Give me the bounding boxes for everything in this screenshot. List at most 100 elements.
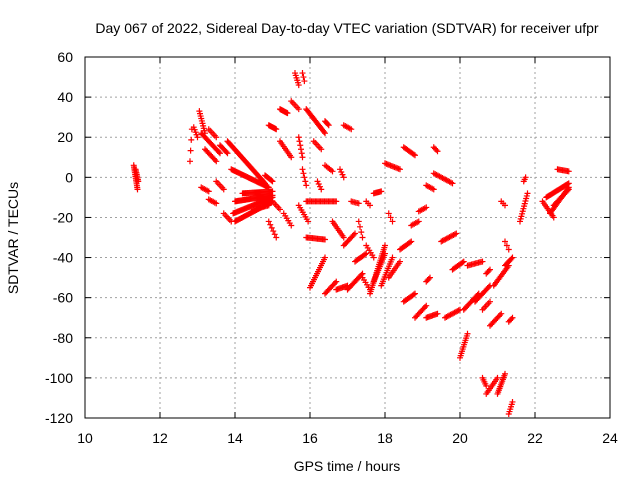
data-point (362, 251, 368, 258)
data-point (387, 214, 394, 221)
data-point (455, 307, 462, 314)
data-point (333, 278, 340, 285)
data-point (415, 218, 422, 225)
data-point (397, 258, 403, 265)
data-point (213, 158, 220, 165)
data-point (502, 202, 508, 209)
data-point (213, 134, 220, 141)
y-tick-label: -120 (45, 410, 73, 426)
y-tick-label: 60 (57, 49, 73, 65)
data-point (423, 302, 430, 309)
data-point (205, 188, 212, 195)
y-tick-label: 20 (57, 129, 73, 145)
data-point (451, 231, 458, 238)
data-point (340, 234, 347, 241)
data-point (407, 239, 413, 246)
data-point (389, 254, 396, 261)
data-point (410, 151, 417, 158)
data-point (389, 218, 396, 225)
x-tick-label: 24 (602, 430, 618, 446)
x-tick-labels: 10 12 14 16 18 20 22 24 (77, 430, 618, 446)
data-point (223, 149, 230, 156)
data-point (297, 142, 304, 149)
data-point (363, 250, 370, 257)
data-point (382, 242, 388, 249)
data-point (324, 121, 331, 128)
data-point (220, 186, 227, 193)
data-point (337, 166, 343, 173)
x-tick-label: 10 (77, 430, 93, 446)
data-point (329, 168, 336, 175)
data-point (434, 148, 441, 155)
data-point (299, 70, 306, 77)
x-tick-label: 20 (452, 430, 468, 446)
data-point (427, 274, 433, 281)
data-point (459, 259, 466, 266)
data-point (422, 304, 428, 311)
data-point (382, 250, 388, 257)
y-tick-label: -40 (53, 250, 73, 266)
data-point (397, 166, 403, 173)
data-point (212, 156, 218, 163)
data-point (503, 242, 510, 249)
data-point (295, 106, 302, 113)
data-point (224, 150, 231, 157)
x-tick-label: 16 (302, 430, 318, 446)
x-tick-label: 14 (227, 430, 243, 446)
data-point (135, 178, 142, 185)
data-point (434, 310, 441, 317)
data-point (350, 231, 357, 238)
data-point (268, 177, 275, 184)
data-point (318, 186, 325, 193)
data-point (453, 230, 460, 237)
data-point (430, 186, 437, 193)
data-point (498, 310, 505, 317)
data-point (550, 214, 557, 221)
data-point (284, 110, 291, 117)
x-tick-label: 18 (377, 430, 393, 446)
grid-lines (85, 57, 610, 418)
data-point (295, 134, 302, 141)
data-point (187, 158, 193, 165)
data-point (412, 290, 418, 297)
data-point (277, 206, 283, 213)
data-point (265, 202, 272, 209)
data-point (348, 126, 355, 133)
data-point (322, 236, 328, 243)
data-point (213, 200, 220, 207)
data-point (295, 82, 302, 89)
data-point (370, 254, 377, 261)
data-point (494, 374, 501, 381)
data-point (564, 187, 571, 194)
data-point (358, 229, 365, 236)
data-point (301, 78, 308, 85)
data-point (298, 146, 304, 153)
data-point (464, 330, 471, 337)
data-point (497, 312, 503, 319)
data-point (425, 275, 432, 282)
data-point (509, 314, 516, 321)
data-point (301, 174, 308, 181)
data-point (410, 291, 417, 298)
data-point (267, 221, 274, 228)
plot-frame (84, 56, 611, 419)
data-point (288, 154, 295, 161)
data-points (130, 70, 572, 417)
data-point (317, 183, 323, 190)
data-point (298, 150, 305, 157)
x-tick-label: 22 (527, 430, 543, 446)
data-point (565, 186, 572, 193)
data-point (321, 128, 328, 135)
data-point (460, 258, 467, 265)
data-point (509, 398, 516, 405)
data-point (322, 254, 328, 261)
data-point (339, 171, 346, 178)
y-tick-labels: -120 -100 -80 -60 -40 -20 0 20 40 60 (45, 49, 73, 426)
y-tick-label: -80 (53, 330, 73, 346)
data-point (367, 202, 373, 209)
data-point (479, 258, 486, 265)
data-point (299, 166, 306, 173)
data-point (355, 218, 362, 225)
data-point (449, 180, 456, 187)
data-point (187, 147, 194, 154)
